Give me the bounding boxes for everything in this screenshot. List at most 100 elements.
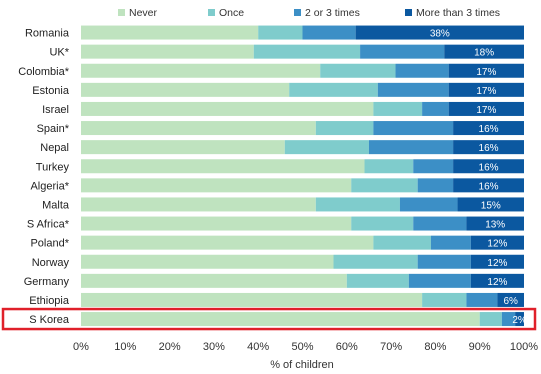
bar-segment-colombia-never xyxy=(81,63,321,78)
bar-segment-s-korea-2-or-3-times xyxy=(501,312,516,327)
bar-segment-norway-once xyxy=(333,254,418,269)
bar-segment-turkey-never xyxy=(81,159,365,174)
bar-segment-s-africa-never xyxy=(81,216,352,231)
bar-segment-ethiopia-once xyxy=(422,292,467,307)
x-tick-label: 10% xyxy=(114,341,136,353)
category-label-turkey: Turkey xyxy=(36,161,70,173)
data-label-s-africa: 13% xyxy=(485,220,505,231)
bar-segment-nepal-2-or-3-times xyxy=(368,140,454,155)
bar-segment-estonia-more-than-3-times xyxy=(448,82,524,97)
bar-segment-germany-once xyxy=(346,273,409,288)
bar-segment-israel-more-than-3-times xyxy=(448,101,524,116)
data-label-spain: 16% xyxy=(479,124,499,135)
legend-label-more-than-3-times: More than 3 times xyxy=(416,7,500,19)
data-label-uk: 18% xyxy=(474,48,494,59)
bar-segment-poland-never xyxy=(81,235,374,250)
bar-segment-s-korea-never xyxy=(81,312,480,327)
bar-segment-malta-more-than-3-times xyxy=(457,197,524,212)
bar-segment-nepal-once xyxy=(284,140,369,155)
x-tick-label: 50% xyxy=(291,341,313,353)
bar-segment-romania-more-than-3-times xyxy=(355,25,524,40)
bar-segment-norway-more-than-3-times xyxy=(470,254,524,269)
legend-swatch-2-or-3-times xyxy=(294,9,301,16)
bar-segment-spain-2-or-3-times xyxy=(373,121,454,136)
bars-area: 38% 18% 17% 17% 17% 16% 16% 16% 16% 15% 13% 12% 12% 1… xyxy=(81,25,527,327)
bar-segment-romania-never xyxy=(81,25,259,40)
bar-segment-estonia-2-or-3-times xyxy=(377,82,449,97)
bar-segment-s-africa-2-or-3-times xyxy=(413,216,467,231)
bar-segment-spain-never xyxy=(81,121,316,136)
bar-segment-israel-2-or-3-times xyxy=(422,101,449,116)
bar-segment-turkey-2-or-3-times xyxy=(413,159,454,174)
bar-segment-colombia-once xyxy=(320,63,396,78)
data-label-nepal: 16% xyxy=(479,143,499,154)
bar-segment-colombia-2-or-3-times xyxy=(395,63,449,78)
bar-segment-israel-once xyxy=(373,101,423,116)
category-label-s-korea: S Korea xyxy=(29,314,70,326)
bar-segment-poland-2-or-3-times xyxy=(430,235,471,250)
category-label-norway: Norway xyxy=(32,257,70,269)
legend-label-2-or-3-times: 2 or 3 times xyxy=(305,7,360,19)
bar-segment-turkey-more-than-3-times xyxy=(453,159,524,174)
category-label-spain: Spain* xyxy=(37,123,70,135)
bar-segment-uk-2-or-3-times xyxy=(360,44,445,59)
bar-segment-germany-more-than-3-times xyxy=(470,273,524,288)
x-tick-label: 40% xyxy=(247,341,269,353)
bar-segment-algeria-never xyxy=(81,178,352,193)
bar-segment-malta-once xyxy=(315,197,400,212)
bar-segment-romania-2-or-3-times xyxy=(302,25,356,40)
bar-segment-s-korea-once xyxy=(479,312,502,327)
highlight-box xyxy=(1,307,537,331)
category-label-romania: Romania xyxy=(25,28,70,40)
x-tick-label: 60% xyxy=(336,341,358,353)
legend-swatch-once xyxy=(208,9,215,16)
bar-segment-algeria-more-than-3-times xyxy=(453,178,524,193)
bar-segment-turkey-once xyxy=(364,159,414,174)
data-label-poland: 12% xyxy=(487,239,507,250)
data-label-turkey: 16% xyxy=(479,162,499,173)
bar-segment-algeria-once xyxy=(351,178,418,193)
bar-segment-uk-never xyxy=(81,44,254,59)
bar-segment-germany-2-or-3-times xyxy=(408,273,471,288)
data-label-malta: 15% xyxy=(481,200,501,211)
bar-segment-uk-once xyxy=(253,44,361,59)
bar-segment-ethiopia-more-than-3-times xyxy=(497,292,524,307)
data-label-ethiopia: 6% xyxy=(503,296,518,307)
bar-segment-s-korea-more-than-3-times xyxy=(515,312,524,327)
data-label-israel: 17% xyxy=(476,105,496,116)
x-tick-label: 20% xyxy=(159,341,181,353)
category-label-poland: Poland* xyxy=(30,238,69,250)
category-label-algeria: Algeria* xyxy=(30,180,69,192)
x-tick-label: 80% xyxy=(424,341,446,353)
legend: Never Once 2 or 3 times More than 3 times xyxy=(118,7,500,19)
x-tick-label: 0% xyxy=(73,341,89,353)
x-axis: 0% 10% 20% 30% 40% 50% 60% 70% 80% 90% 100% xyxy=(73,341,538,353)
category-label-nepal: Nepal xyxy=(40,142,69,154)
bar-segment-estonia-once xyxy=(289,82,378,97)
bar-segment-germany-never xyxy=(81,273,347,288)
category-label-uk: UK* xyxy=(49,47,69,59)
bar-segment-malta-never xyxy=(81,197,316,212)
x-tick-label: 100% xyxy=(510,341,538,353)
bar-segment-algeria-2-or-3-times xyxy=(417,178,454,193)
legend-swatch-never xyxy=(118,9,125,16)
bar-segment-israel-never xyxy=(81,101,374,116)
category-label-germany: Germany xyxy=(24,276,70,288)
legend-swatch-more-than-3-times xyxy=(405,9,412,16)
data-label-romania: 38% xyxy=(430,29,450,40)
legend-label-once: Once xyxy=(219,7,244,19)
category-label-s-africa: S Africa* xyxy=(27,219,70,231)
data-label-algeria: 16% xyxy=(479,181,499,192)
x-tick-label: 90% xyxy=(469,341,491,353)
bar-segment-spain-more-than-3-times xyxy=(453,121,524,136)
bar-segment-norway-2-or-3-times xyxy=(417,254,471,269)
bar-segment-spain-once xyxy=(315,121,374,136)
bar-segment-s-africa-more-than-3-times xyxy=(466,216,524,231)
bar-segment-norway-never xyxy=(81,254,334,269)
data-label-norway: 12% xyxy=(487,258,507,269)
x-tick-label: 70% xyxy=(380,341,402,353)
category-label-malta: Malta xyxy=(42,199,70,211)
bar-segment-uk-more-than-3-times xyxy=(444,44,524,59)
legend-label-never: Never xyxy=(129,7,158,19)
